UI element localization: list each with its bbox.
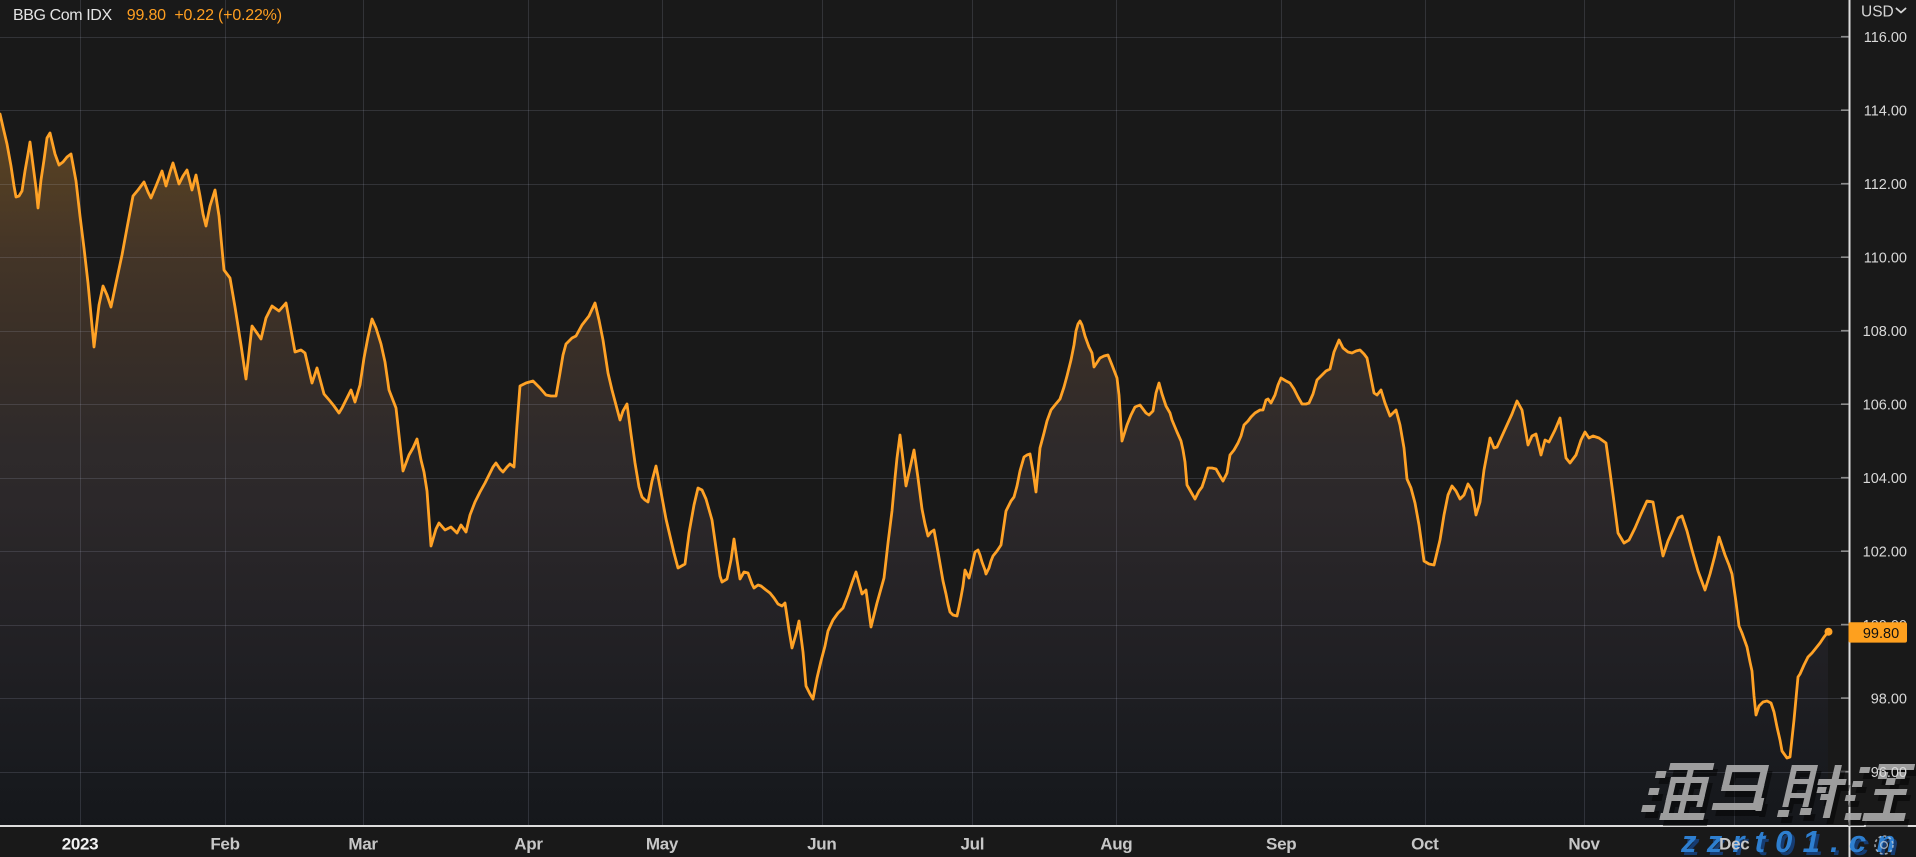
svg-text:96.00: 96.00 (1871, 765, 1907, 781)
svg-text:Apr: Apr (514, 835, 543, 854)
svg-text:Jun: Jun (807, 835, 836, 854)
svg-text:Dec: Dec (1719, 835, 1749, 854)
svg-text:zzrt01.cn: zzrt01.cn (1680, 824, 1905, 857)
svg-text:Feb: Feb (210, 835, 239, 854)
svg-text:99.80 +0.22 (+0.22%): 99.80 +0.22 (+0.22%) (127, 7, 282, 24)
svg-text:102.00: 102.00 (1863, 544, 1907, 560)
svg-text:Sep: Sep (1266, 835, 1296, 854)
svg-text:116.00: 116.00 (1864, 30, 1907, 46)
svg-text:112.00: 112.00 (1864, 177, 1907, 193)
svg-text:Nov: Nov (1568, 835, 1600, 854)
svg-text:108.00: 108.00 (1863, 324, 1907, 340)
svg-text:Mar: Mar (348, 835, 378, 854)
svg-text:BBG Com IDX: BBG Com IDX (13, 7, 112, 24)
svg-text:99.80: 99.80 (1863, 626, 1899, 642)
svg-text:114.00: 114.00 (1864, 103, 1907, 119)
svg-text:zzrt01.cn: zzrt01.cn (1683, 827, 1908, 857)
svg-text:2023: 2023 (62, 835, 99, 854)
svg-text:98.00: 98.00 (1871, 691, 1907, 707)
svg-text:Oct: Oct (1411, 835, 1439, 854)
svg-text:104.00: 104.00 (1863, 471, 1907, 487)
svg-text:Jul: Jul (960, 835, 984, 854)
svg-text:110.00: 110.00 (1864, 250, 1907, 266)
svg-text:May: May (646, 835, 679, 854)
svg-text:USD: USD (1861, 4, 1894, 21)
svg-text:106.00: 106.00 (1863, 397, 1907, 413)
svg-text:Aug: Aug (1100, 835, 1132, 854)
